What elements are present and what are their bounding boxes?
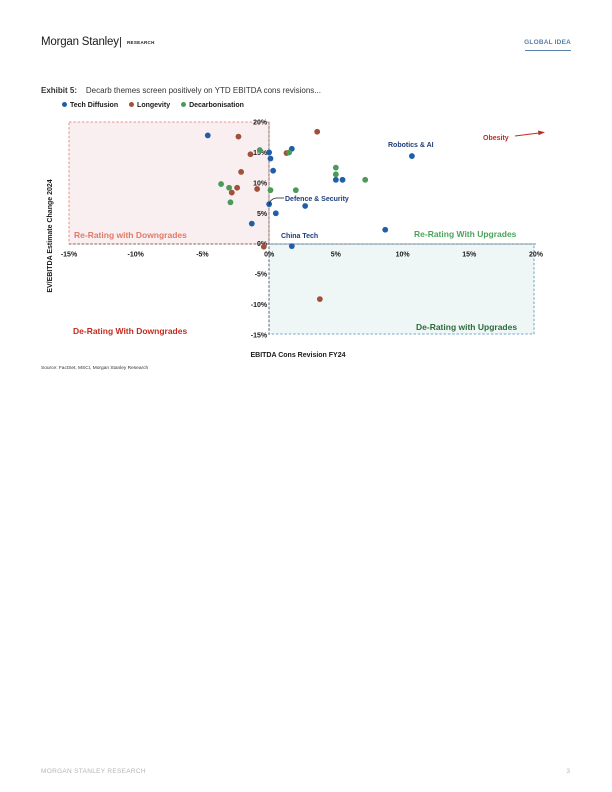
- point-decarbonisation: [286, 149, 293, 156]
- point-decarbonisation: [292, 187, 299, 194]
- y-tick-label: 5%: [257, 211, 268, 218]
- global-idea-underline: [525, 50, 571, 51]
- point-tech-diffusion: [248, 220, 255, 227]
- legend-item-decarbonisation: Decarbonisation: [181, 102, 244, 109]
- point-decarbonisation: [332, 171, 339, 178]
- point-decarbonisation: [256, 147, 263, 153]
- point-tech-diffusion: [204, 132, 211, 139]
- quadrant-label-de-rating-downgrades: De-Rating With Downgrades: [73, 326, 187, 336]
- brand-logo: Morgan Stanley: [41, 36, 119, 48]
- y-tick-label: -15%: [251, 333, 268, 340]
- exhibit-caption: Decarb themes screen positively on YTD E…: [85, 86, 321, 95]
- point-longevity: [316, 296, 323, 302]
- point-tech-diffusion: [302, 203, 309, 209]
- y-tick-label: 20%: [253, 120, 268, 127]
- point-tech-diffusion: [272, 210, 279, 217]
- y-tick-label: 10%: [253, 180, 268, 187]
- x-tick-label: -15%: [61, 252, 78, 259]
- quadrant-label-re-rating-downgrades: Re-Rating with Downgrades: [74, 230, 187, 240]
- x-tick-label: -10%: [128, 252, 145, 259]
- x-tick-label: 0%: [264, 252, 275, 259]
- page-header: Morgan Stanley | RESEARCH GLOBAL IDEA: [41, 36, 571, 54]
- point-decarbonisation: [267, 187, 274, 194]
- y-tick-label: -10%: [251, 302, 268, 309]
- point-tech-diffusion: [409, 153, 415, 159]
- brand-separator: |: [119, 36, 122, 48]
- data-points: [204, 128, 415, 302]
- defence-security-leader-line: [268, 197, 284, 206]
- y-tick-label: -5%: [255, 272, 268, 279]
- point-tech-diffusion: [382, 226, 389, 233]
- legend-dot-decarbonisation: [181, 102, 187, 107]
- point-tech-diffusion: [288, 243, 295, 250]
- legend-label-decarbonisation: Decarbonisation: [189, 102, 244, 109]
- footer-publisher: MORGAN STANLEY RESEARCH: [41, 768, 146, 775]
- x-tick-label: 20%: [529, 252, 544, 259]
- legend-label-tech-diffusion: Tech Diffusion: [70, 102, 119, 109]
- obesity-arrow-head: [538, 130, 545, 136]
- point-longevity: [314, 128, 321, 135]
- point-tech-diffusion: [267, 155, 274, 162]
- point-decarbonisation: [227, 199, 234, 206]
- annotation-china-tech: China Tech: [281, 233, 318, 240]
- x-axis-title: EBITDA Cons Revision FY24: [250, 352, 345, 359]
- point-decarbonisation: [362, 176, 369, 183]
- obesity-arrow-line: [514, 132, 540, 137]
- point-longevity: [235, 133, 242, 140]
- x-tick-label: 10%: [396, 252, 411, 259]
- quadrant-box-re-rating-downgrades: [68, 121, 270, 245]
- point-tech-diffusion: [270, 167, 277, 174]
- point-tech-diffusion: [266, 149, 273, 156]
- annotation-defence-security: Defence & Security: [285, 196, 349, 203]
- chart-legend: Tech Diffusion Longevity Decarbonisation: [62, 102, 253, 109]
- x-tick-label: 5%: [331, 252, 342, 259]
- point-decarbonisation: [332, 164, 339, 171]
- point-longevity: [247, 151, 254, 158]
- legend-label-longevity: Longevity: [137, 102, 171, 109]
- legend-dot-tech-diffusion: [62, 102, 67, 107]
- quadrant-label-de-rating-upgrades: De-Rating with Upgrades: [416, 322, 517, 332]
- y-axis-title: EV/EBITDA Estimate Change 2024: [47, 179, 54, 292]
- annotation-robotics-ai: Robotics & AI: [388, 142, 434, 149]
- point-longevity: [238, 169, 245, 175]
- point-longevity: [228, 189, 235, 196]
- exhibit-label: Exhibit 5:: [41, 86, 78, 95]
- exhibit-title: Exhibit 5: Decarb themes screen positive…: [41, 86, 321, 95]
- point-decarbonisation: [226, 184, 233, 191]
- point-longevity: [234, 184, 241, 191]
- annotation-obesity: Obesity: [483, 135, 509, 142]
- legend-item-longevity: Longevity: [129, 102, 170, 109]
- chart-source: Source: FactSet, MSCI, Morgan Stanley Re…: [41, 366, 149, 371]
- y-tick-label: 15%: [253, 150, 268, 157]
- point-decarbonisation: [218, 181, 225, 187]
- legend-item-tech-diffusion: Tech Diffusion: [62, 102, 118, 109]
- x-tick-label: -5%: [196, 252, 209, 259]
- point-tech-diffusion: [332, 176, 339, 183]
- global-idea-tag: GLOBAL IDEA: [524, 39, 571, 46]
- legend-dot-longevity: [129, 102, 135, 107]
- quadrant-label-re-rating-upgrades: Re-Rating With Upgrades: [414, 229, 517, 239]
- point-longevity: [260, 243, 267, 250]
- quadrant-box-de-rating-upgrades: [268, 243, 535, 335]
- footer-page-number: 3: [566, 768, 570, 775]
- point-longevity: [254, 186, 261, 192]
- scatter-chart: -15% -10% -5% 0% 5% 10% 15% 20% 20% 15% 10% 5% 0% -5…: [47, 120, 545, 359]
- x-tick-label: 15%: [462, 252, 477, 259]
- point-tech-diffusion: [339, 176, 346, 183]
- section-label: RESEARCH: [127, 40, 155, 45]
- x-tick-labels: -15% -10% -5% 0% 5% 10% 15% 20%: [61, 252, 544, 259]
